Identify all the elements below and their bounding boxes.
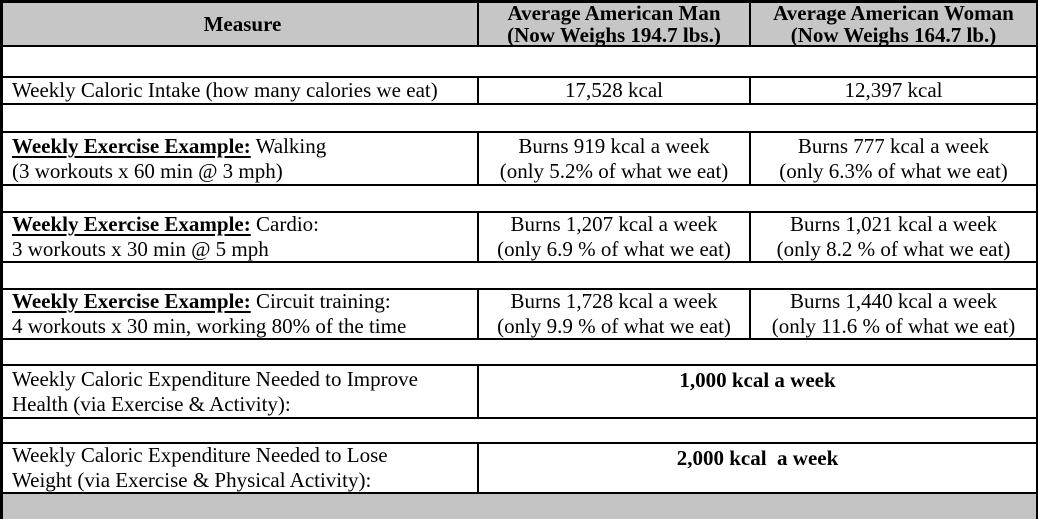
measure-cell: Weekly Caloric Expenditure Needed to Los…	[3, 444, 477, 492]
spacer-row	[3, 105, 1036, 131]
table-row-lose-weight: Weekly Caloric Expenditure Needed to Los…	[3, 442, 1036, 494]
woman-value: Burns 1,440 kcal a week (only 11.6 % of …	[771, 290, 1016, 338]
man-value-cell: Burns 919 kcal a week (only 5.2% of what…	[477, 133, 749, 184]
spacer-row	[3, 419, 1036, 442]
merged-value: 1,000 kcal a week	[679, 368, 836, 392]
header-man-label: Average American Man (Now Weighs 194.7 l…	[507, 3, 721, 45]
measure-text: Weekly Caloric Expenditure Needed to Imp…	[12, 366, 418, 416]
spacer-row	[3, 263, 1036, 288]
measure-text: Weekly Caloric Intake (how many calories…	[12, 78, 438, 102]
man-value: Burns 1,728 kcal a week (only 9.9 % of w…	[497, 290, 731, 338]
woman-value-cell: Burns 777 kcal a week (only 6.3% of what…	[749, 133, 1036, 184]
man-value: 17,528 kcal	[565, 78, 663, 102]
table-row-caloric-intake: Weekly Caloric Intake (how many calories…	[3, 76, 1036, 105]
measure-cell: Weekly Caloric Intake (how many calories…	[3, 78, 477, 103]
man-value-cell: 17,528 kcal	[477, 78, 749, 103]
header-woman-label: Average American Woman (Now Weighs 164.7…	[773, 3, 1014, 45]
woman-value-cell: Burns 1,440 kcal a week (only 11.6 % of …	[749, 290, 1036, 338]
footer-bar	[3, 494, 1036, 519]
merged-value-cell: 2,000 kcal a week	[477, 444, 1036, 492]
woman-value: 12,397 kcal	[844, 78, 943, 102]
man-value: Burns 919 kcal a week (only 5.2% of what…	[499, 133, 729, 183]
exercise-example-detail: Circuit training: 4 workouts x 30 min, w…	[12, 290, 407, 338]
measure-cell: Weekly Exercise Example: Circuit trainin…	[3, 290, 477, 338]
man-value: Burns 1,207 kcal a week (only 6.9 % of w…	[497, 213, 731, 261]
spacer-row	[3, 186, 1036, 211]
man-value-cell: Burns 1,207 kcal a week (only 6.9 % of w…	[477, 213, 749, 261]
merged-value-cell: 1,000 kcal a week	[477, 366, 1036, 417]
exercise-example-label: Weekly Exercise Example:	[12, 290, 251, 313]
exercise-example-label: Weekly Exercise Example:	[12, 213, 251, 236]
header-measure-label: Measure	[203, 12, 282, 36]
table-row-walking: Weekly Exercise Example: Walking (3 work…	[3, 131, 1036, 186]
woman-value-cell: 12,397 kcal	[749, 78, 1036, 103]
header-average-american-woman: Average American Woman (Now Weighs 164.7…	[749, 3, 1036, 45]
table-row-improve-health: Weekly Caloric Expenditure Needed to Imp…	[3, 364, 1036, 419]
exercise-example-label: Weekly Exercise Example:	[12, 133, 251, 158]
exercise-example-detail: Cardio: 3 workouts x 30 min @ 5 mph	[12, 213, 319, 261]
man-value-cell: Burns 1,728 kcal a week (only 9.9 % of w…	[477, 290, 749, 338]
measure-text: Weekly Caloric Expenditure Needed to Los…	[12, 444, 388, 492]
spacer-row	[3, 340, 1036, 364]
measure-text: Weekly Exercise Example: Circuit trainin…	[12, 290, 473, 338]
woman-value-cell: Burns 1,021 kcal a week (only 8.2 % of w…	[749, 213, 1036, 261]
spacer-row	[3, 47, 1036, 76]
exercise-example-detail: Walking (3 workouts x 60 min @ 3 mph)	[12, 133, 327, 183]
woman-value: Burns 777 kcal a week (only 6.3% of what…	[779, 133, 1008, 183]
measure-text: Weekly Exercise Example: Cardio: 3 worko…	[12, 213, 473, 261]
measure-cell: Weekly Caloric Expenditure Needed to Imp…	[3, 366, 477, 417]
table-header-row: Measure Average American Man (Now Weighs…	[3, 3, 1036, 47]
merged-value: 2,000 kcal a week	[676, 446, 839, 470]
table-row-circuit-training: Weekly Exercise Example: Circuit trainin…	[3, 288, 1036, 340]
woman-value: Burns 1,021 kcal a week (only 8.2 % of w…	[776, 213, 1011, 261]
header-measure: Measure	[3, 3, 477, 45]
table-row-cardio: Weekly Exercise Example: Cardio: 3 worko…	[3, 211, 1036, 263]
header-average-american-man: Average American Man (Now Weighs 194.7 l…	[477, 3, 749, 45]
measure-text: Weekly Exercise Example: Walking (3 work…	[12, 134, 473, 184]
measure-cell: Weekly Exercise Example: Walking (3 work…	[3, 133, 477, 184]
measure-cell: Weekly Exercise Example: Cardio: 3 worko…	[3, 213, 477, 261]
